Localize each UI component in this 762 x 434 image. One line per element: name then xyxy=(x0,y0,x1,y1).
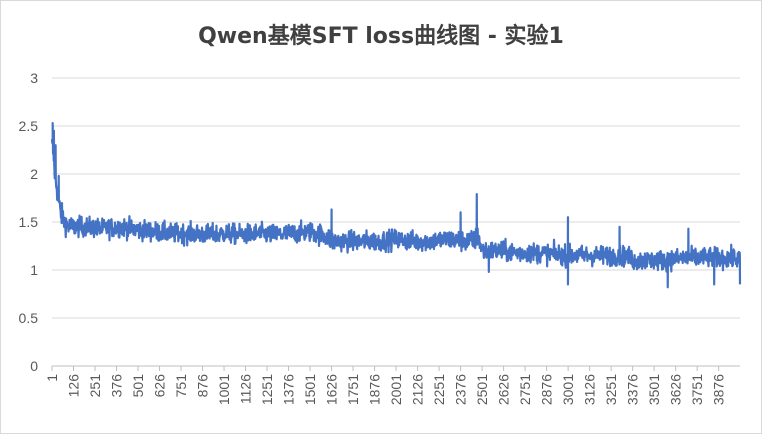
x-tick-label: 251 xyxy=(87,374,103,398)
x-tick-label: 2376 xyxy=(453,374,469,405)
x-tick-label: 1251 xyxy=(259,374,275,405)
y-tick-label: 0.5 xyxy=(19,310,39,326)
y-tick-label: 0 xyxy=(30,358,38,374)
x-tick-label: 626 xyxy=(152,374,168,398)
x-tick-label: 376 xyxy=(109,374,125,398)
x-tick-label: 3251 xyxy=(603,374,619,405)
x-tick-label: 1001 xyxy=(216,374,232,405)
y-axis-ticks: 0 0.5 1 1.5 2 2.5 3 xyxy=(19,70,39,374)
y-tick-label: 1 xyxy=(30,262,38,278)
x-tick-label: 2626 xyxy=(496,374,512,405)
x-tick-label: 1376 xyxy=(281,374,297,405)
x-tick-label: 876 xyxy=(195,374,211,398)
x-tick-label: 3001 xyxy=(560,374,576,405)
x-tick-label: 3626 xyxy=(668,374,684,405)
x-tick-label: 1126 xyxy=(238,374,254,404)
x-tick-label: 1501 xyxy=(302,374,318,405)
x-tick-label: 3501 xyxy=(646,374,662,405)
y-tick-label: 2.5 xyxy=(19,118,39,134)
x-tick-label: 1751 xyxy=(345,374,361,405)
loss-series-line xyxy=(50,122,742,289)
x-tick-label: 2751 xyxy=(517,374,533,405)
x-tick-label: 2876 xyxy=(539,374,555,405)
y-tick-label: 2 xyxy=(30,166,38,182)
x-tick-label: 126 xyxy=(66,374,82,398)
x-tick-label: 3376 xyxy=(625,374,641,405)
chart-title: Qwen基模SFT loss曲线图 - 实验1 xyxy=(198,24,564,49)
x-tick-label: 1626 xyxy=(324,374,340,405)
x-tick-label: 501 xyxy=(130,374,146,398)
y-tick-label: 3 xyxy=(30,70,38,86)
x-axis-ticks: 1 126 251 376 501 626 751 876 1001 1126 1251 1376 15… xyxy=(44,366,727,405)
gridlines xyxy=(52,77,740,367)
x-tick-label: 2501 xyxy=(474,374,490,405)
x-tick-label: 2251 xyxy=(431,374,447,405)
x-tick-label: 1 xyxy=(44,374,60,382)
x-tick-label: 3126 xyxy=(582,374,598,405)
x-tick-label: 3876 xyxy=(711,374,727,405)
x-tick-label: 1876 xyxy=(367,374,383,405)
x-tick-label: 751 xyxy=(173,374,189,398)
x-tick-label: 3751 xyxy=(689,374,705,405)
x-tick-label: 2001 xyxy=(388,374,404,405)
x-tick-label: 2126 xyxy=(410,374,426,405)
series-group xyxy=(50,122,742,289)
y-tick-label: 1.5 xyxy=(19,214,39,230)
